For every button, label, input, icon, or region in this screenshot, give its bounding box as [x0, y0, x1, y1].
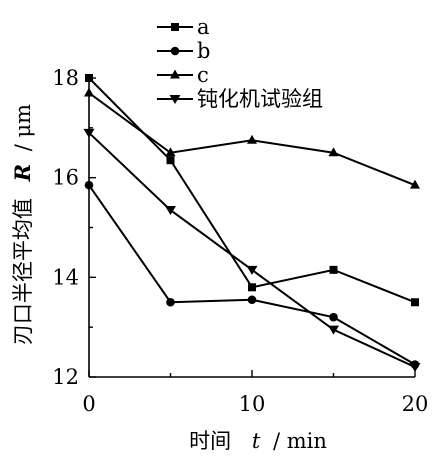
axes [88, 78, 415, 378]
legend-marker-3 [170, 69, 180, 79]
data-point-series-1 [166, 156, 175, 165]
x-tick-label: 20 [402, 392, 429, 416]
x-ticks: 0 10 20 [82, 370, 428, 416]
legend-marker-2 [170, 46, 180, 56]
series-line-4 [88, 132, 416, 368]
data-point-series-3 [410, 179, 420, 189]
legend-marker-1 [171, 23, 179, 31]
legend-marker-4 [169, 95, 181, 104]
y-tick-label: 18 [52, 66, 79, 90]
x-tick-label: 10 [239, 392, 266, 416]
data-point-series-3 [247, 134, 257, 144]
plot-markers [83, 74, 421, 373]
y-tick-label: 16 [52, 166, 79, 190]
data-point-series-3 [328, 147, 339, 157]
legend-label-4: 钝化机试验组 [197, 87, 323, 111]
legend-label-1: a [197, 15, 210, 39]
data-point-series-1 [411, 298, 419, 307]
y-tick-label: 14 [52, 265, 79, 289]
y-tick-label: 12 [52, 365, 79, 389]
data-point-series-1 [329, 265, 338, 274]
y-axis-title-text: 刃口半径平均值 [11, 198, 35, 345]
data-point-series-2 [247, 295, 257, 305]
y-axis-title: 刃口半径平均值 R / μm [10, 104, 35, 345]
data-point-series-4 [246, 265, 258, 275]
legend-label-2: b [197, 39, 210, 63]
data-point-series-4 [328, 325, 339, 335]
x-axis-title-var: t [252, 429, 261, 453]
data-point-series-4 [165, 206, 176, 216]
plot-lines [88, 77, 416, 368]
x-tick-label: 0 [82, 392, 95, 416]
x-axis-title-text: 时间 [189, 429, 231, 453]
data-point-series-1 [248, 283, 256, 292]
data-point-series-2 [329, 312, 338, 322]
y-axis-title-var: R [10, 164, 35, 182]
y-ticks: 12 14 16 18 [52, 66, 96, 389]
x-axis-title: 时间 t / min [189, 429, 327, 453]
data-point-series-3 [165, 147, 176, 157]
x-axis-title-unit: / min [273, 429, 327, 453]
data-point-series-2 [166, 297, 175, 307]
legend-label-3: c [197, 63, 209, 87]
data-point-series-4 [409, 363, 421, 373]
y-axis-title-unit: / μm [11, 104, 35, 151]
